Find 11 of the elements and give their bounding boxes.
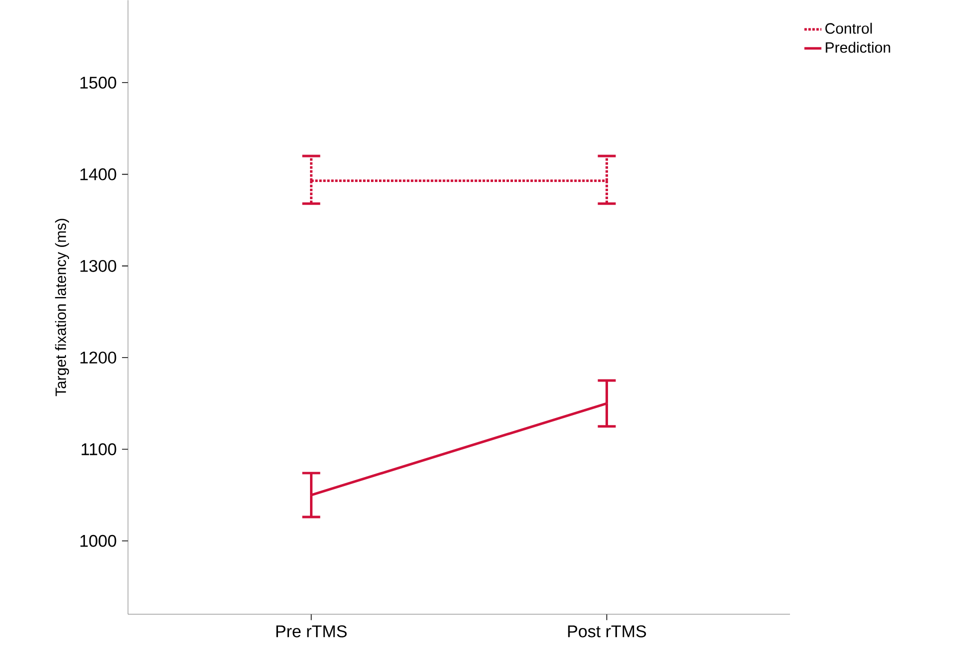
y-tick-label: 1100: [82, 443, 116, 456]
y-tick-label: 1300: [80, 260, 116, 272]
legend-label: Prediction: [826, 42, 890, 53]
y-tick-label: 1200: [80, 352, 116, 364]
y-tick-label: 1400: [80, 168, 116, 180]
y-axis-title: Target fixation latency (ms): [55, 218, 69, 396]
legend-label: Control: [825, 22, 872, 34]
x-tick-label: Pre rTMS: [276, 625, 347, 638]
y-tick-label: 1000: [80, 534, 116, 547]
y-tick-label: 1500: [80, 76, 116, 89]
x-tick-label: Post rTMS: [568, 625, 646, 638]
